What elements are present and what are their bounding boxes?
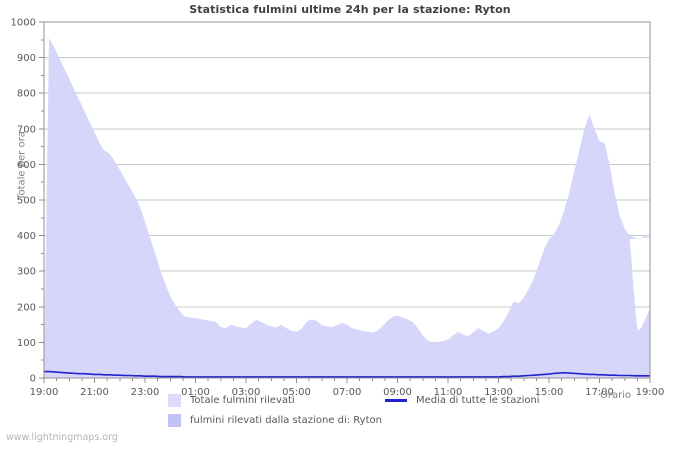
legend-label-total: Totale fulmini rilevati [190,394,295,406]
legend-item-total[interactable]: Totale fulmini rilevati [168,392,295,408]
y-tick-label: 800 [17,89,36,100]
x-tick-label: 15:00 [535,387,564,398]
y-tick-label: 900 [17,53,36,64]
x-tick-label: 05:00 [282,387,311,398]
y-tick-label: 600 [17,160,36,171]
x-tick-label: 19:00 [636,387,665,398]
x-tick-label: 13:00 [484,387,513,398]
legend-label-mean: Media di tutte le stazioni [416,394,540,406]
x-tick-label: 19:00 [30,387,59,398]
area-series-total [44,38,650,379]
chart-legend: Totale fulmini rilevati fulmini rilevati… [0,392,700,434]
y-tick-label: 100 [17,338,36,349]
legend-item-mean[interactable]: Media di tutte le stazioni [385,392,540,408]
watermark-text: www.lightningmaps.org [6,432,118,443]
x-tick-label: 21:00 [80,387,109,398]
legend-swatch-station [168,413,181,427]
legend-item-station[interactable]: fulmini rilevati dalla stazione di: Ryto… [168,412,382,428]
x-tick-label: 11:00 [434,387,463,398]
y-tick-label: 700 [17,124,36,135]
y-tick-label: 200 [17,302,36,313]
y-tick-label: 300 [17,267,36,278]
y-tick-label: 500 [17,196,36,207]
y-tick-label: 0 [30,374,36,385]
x-tick-label: 23:00 [131,387,160,398]
y-tick-label: 400 [17,231,36,242]
x-tick-label: 01:00 [181,387,210,398]
legend-line-mean [385,398,407,402]
x-axis-label: Orario [600,390,632,401]
line-series-mean [44,370,650,378]
legend-swatch-total [168,393,181,407]
legend-label-station: fulmini rilevati dalla stazione di: Ryto… [190,414,382,426]
x-tick-label: 07:00 [333,387,362,398]
x-tick-label: 17:00 [585,387,614,398]
page-title: Statistica fulmini ultime 24h per la sta… [189,3,511,16]
y-tick-label: 1000 [11,18,36,29]
y-axis-label: Totale per ora [16,131,28,200]
x-tick-label: 09:00 [383,387,412,398]
x-tick-label: 03:00 [232,387,261,398]
